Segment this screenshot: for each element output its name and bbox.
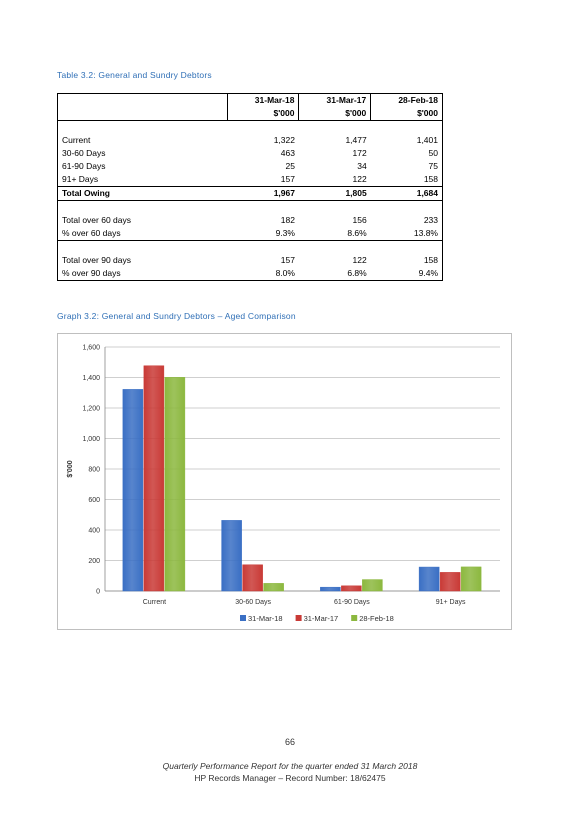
table-cell: 122 [352, 255, 367, 265]
row-label: 30-60 Days [57, 147, 228, 160]
debtors-table: 31-Mar-18 31-Mar-17 28-Feb-18 $'000 $'00… [57, 93, 443, 281]
footer-report-title: Quarterly Performance Report for the qua… [162, 761, 418, 771]
bar-28-Feb-18 [263, 583, 284, 592]
legend-swatch [295, 615, 302, 621]
table-cell: 157 [280, 174, 295, 184]
table-unit-cell: $'000 [370, 107, 443, 121]
y-tick-label: 0 [96, 589, 100, 596]
legend-label: 31-Mar-17 [304, 614, 339, 623]
table-cell: 172 [352, 148, 367, 158]
bar-31-Mar-18 [221, 520, 242, 592]
legend-label: 28-Feb-18 [359, 614, 394, 623]
row-label: Total Owing [57, 186, 228, 201]
bar-31-Mar-17 [439, 572, 461, 592]
table-cell: 75 [370, 160, 443, 173]
table-caption: Table 3.2: General and Sundry Debtors [57, 70, 212, 80]
table-header-cell: 31-Mar-17 [298, 93, 371, 107]
table-row: % over 90 days 8.0% 6.8% 9.4% [57, 267, 443, 281]
table-cell: 6.8% [347, 268, 367, 278]
y-tick-label: 1,200 [82, 406, 100, 413]
table-cell: 182 [280, 215, 295, 225]
y-tick-label: 1,000 [82, 436, 100, 443]
table-cell: 8.6% [347, 228, 367, 238]
table-units-row: $'000 $'000 $'000 [57, 107, 443, 121]
table-cell: 158 [370, 173, 443, 187]
table-cell: 13.8% [370, 227, 443, 241]
table-row: Total over 60 days 182 156 233 [57, 214, 443, 227]
legend-label: 31-Mar-18 [248, 614, 283, 623]
table-cell: 8.0% [275, 268, 295, 278]
footer-record-number: HP Records Manager – Record Number: 18/6… [194, 773, 386, 783]
table-cell: 1,805 [345, 188, 367, 198]
table-cell: 122 [352, 174, 367, 184]
table-row: Current 1,322 1,477 1,401 [57, 134, 443, 147]
bar-28-Feb-18 [460, 566, 482, 592]
bar-31-Mar-18 [122, 389, 144, 592]
table-header-cell: 28-Feb-18 [370, 93, 443, 107]
x-tick-label: 30-60 Days [235, 599, 271, 606]
table-row: 91+ Days 157 122 158 [57, 173, 443, 187]
bar-31-Mar-17 [143, 365, 165, 592]
y-tick-label: 600 [88, 497, 100, 504]
y-tick-label: 800 [88, 467, 100, 474]
table-cell: 9.4% [370, 267, 443, 281]
x-tick-label: Current [143, 599, 166, 606]
bar-31-Mar-18 [418, 566, 440, 592]
x-tick-label: 91+ Days [436, 599, 466, 606]
y-tick-label: 1,400 [82, 375, 100, 382]
chart-canvas: 0 200 400 600 800 1,000 1,200 1,400 1,600 $'000 Cu… [67, 345, 500, 623]
table-cell: 156 [352, 215, 367, 225]
table-cell: 1,322 [273, 135, 295, 145]
table-cell: 1,401 [370, 134, 443, 147]
row-label: Total over 90 days [57, 254, 228, 267]
graph-caption: Graph 3.2: General and Sundry Debtors – … [57, 311, 296, 321]
legend-swatch [240, 615, 246, 621]
bar-31-Mar-17 [242, 564, 263, 592]
bar-chart: 0 200 400 600 800 1,000 1,200 1,400 1,600 $'000 Cu… [57, 333, 512, 630]
table-header-cell: 31-Mar-18 [226, 93, 299, 107]
bar-28-Feb-18 [164, 377, 186, 592]
row-label: 61-90 Days [57, 160, 228, 173]
row-label: 91+ Days [57, 173, 228, 187]
table-cell: 34 [357, 161, 367, 171]
table-cell: 1,477 [345, 135, 367, 145]
table-unit-cell: $'000 [298, 107, 371, 121]
table-row: Total over 90 days 157 122 158 [57, 254, 443, 267]
y-tick-label: 400 [88, 528, 100, 535]
row-label: Total over 60 days [57, 214, 228, 227]
table-row: % over 60 days 9.3% 8.6% 13.8% [57, 227, 443, 241]
y-tick-label: 1,600 [82, 345, 100, 352]
table-row: 61-90 Days 25 34 75 [57, 160, 443, 173]
table-cell: 463 [280, 148, 295, 158]
x-tick-label: 61-90 Days [334, 599, 370, 606]
row-label: % over 90 days [57, 267, 228, 281]
bar-31-Mar-18 [320, 586, 341, 592]
table-cell: 9.3% [275, 228, 295, 238]
row-label: Current [57, 134, 228, 147]
table-cell: 233 [370, 214, 443, 227]
table-header-row: 31-Mar-18 31-Mar-17 28-Feb-18 [57, 93, 443, 107]
table-cell: 158 [370, 254, 443, 267]
bar-28-Feb-18 [362, 579, 383, 592]
table-cell: 25 [285, 161, 295, 171]
table-cell: 157 [280, 255, 295, 265]
table-row-total: Total Owing 1,967 1,805 1,684 [57, 186, 443, 201]
y-tick-label: 200 [88, 558, 100, 565]
table-unit-cell: $'000 [226, 107, 299, 121]
table-row: 30-60 Days 463 172 50 [57, 147, 443, 160]
bar-31-Mar-17 [341, 585, 362, 592]
table-cell: 50 [370, 147, 443, 160]
table-cell: 1,967 [273, 188, 295, 198]
row-label: % over 60 days [57, 227, 228, 241]
y-axis-label: $'000 [67, 460, 74, 477]
table-cell: 1,684 [370, 186, 443, 201]
legend-swatch [351, 615, 358, 621]
page-number: 66 [284, 737, 295, 747]
